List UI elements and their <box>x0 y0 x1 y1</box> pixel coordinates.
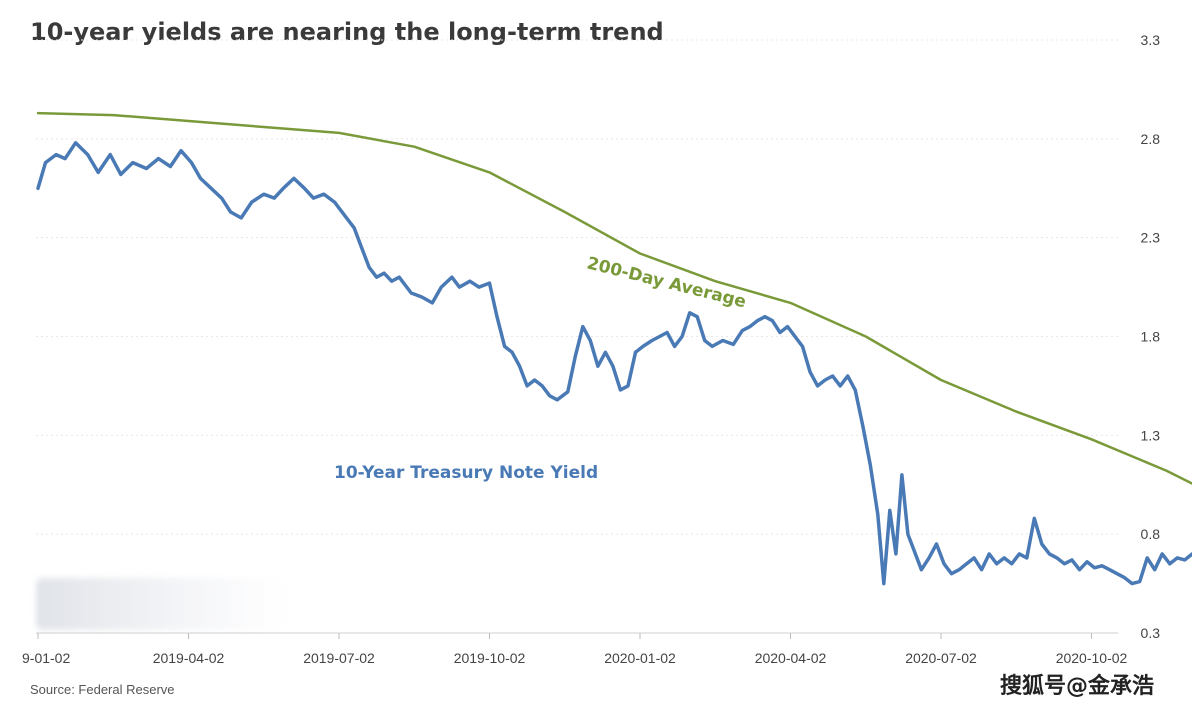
y-tick-label: 0.8 <box>1141 526 1161 542</box>
x-tick-label: 2020-07-02 <box>905 650 977 666</box>
chart-title: 10-year yields are nearing the long-term… <box>30 18 664 46</box>
x-tick-label: 2020-04-02 <box>755 650 827 666</box>
source-note: Source: Federal Reserve <box>30 682 175 697</box>
logo-watermark <box>36 578 286 630</box>
x-tick-label: 2019-10-02 <box>454 650 526 666</box>
yield-series-label: 10-Year Treasury Note Yield <box>334 463 598 483</box>
yield-series-line <box>36 141 1192 586</box>
x-tick-label: 9-01-02 <box>22 650 70 666</box>
x-tick-label: 2020-10-02 <box>1056 650 1128 666</box>
average-series-line <box>36 111 1192 485</box>
y-tick-label: 0.3 <box>1141 625 1161 641</box>
x-tick-label: 2019-07-02 <box>303 650 375 666</box>
x-tick-label: 2020-01-02 <box>604 650 676 666</box>
y-tick-label: 1.3 <box>1141 427 1161 443</box>
x-tick-label: 2019-04-02 <box>153 650 225 666</box>
series-lines <box>36 111 1192 586</box>
y-tick-label: 2.8 <box>1141 131 1161 147</box>
y-tick-label: 3.3 <box>1141 32 1161 48</box>
y-axis-ticks: 3.3 2.8 2.3 1.8 1.3 0.8 0.3 <box>1141 32 1161 641</box>
corner-watermark: 搜狐号@金承浩 <box>1000 674 1155 699</box>
grid-lines <box>36 39 1118 634</box>
y-tick-label: 2.3 <box>1141 230 1161 246</box>
y-tick-label: 1.8 <box>1141 329 1161 345</box>
x-axis-ticks: 9-01-02 2019-04-02 2019-07-02 2019-10-02 202… <box>22 633 1128 666</box>
